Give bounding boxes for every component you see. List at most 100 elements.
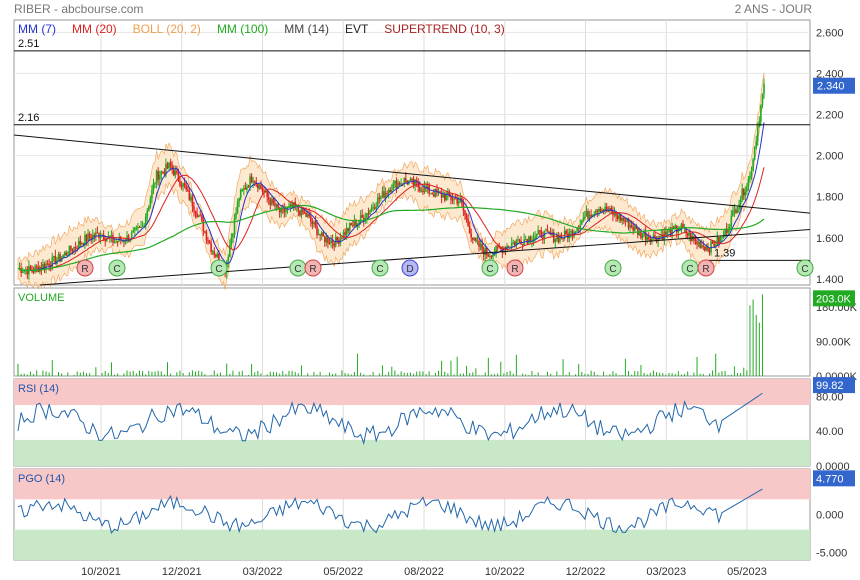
- rsi-overbought-zone: [14, 379, 810, 406]
- candle-body: [194, 210, 197, 214]
- candle-body: [439, 191, 441, 193]
- signal-marker-label: R: [309, 264, 316, 275]
- candle-body: [490, 255, 493, 258]
- candle-body: [102, 234, 105, 240]
- candle-body: [601, 209, 603, 213]
- candle-body: [239, 189, 242, 199]
- candle-body: [719, 237, 722, 244]
- signal-marker-label: C: [801, 264, 808, 275]
- signal-marker-label: C: [294, 264, 301, 275]
- candle-body: [227, 256, 230, 262]
- candle-body: [414, 180, 416, 186]
- candle-body: [741, 188, 743, 200]
- signal-marker: [481, 259, 499, 277]
- legend-entry: MM (100): [217, 22, 268, 36]
- candle-body: [580, 220, 583, 225]
- pgo-oversold-zone: [14, 529, 810, 560]
- candle-body: [400, 183, 402, 185]
- candle-body: [649, 238, 652, 242]
- candle-body: [274, 203, 276, 207]
- candle-body: [339, 238, 342, 244]
- candle-body: [559, 235, 561, 242]
- candle-body: [141, 225, 144, 228]
- candle-body: [157, 171, 159, 180]
- period-label: 2 ANS - JOUR: [734, 2, 812, 16]
- candle-body: [361, 215, 363, 218]
- candle-body: [358, 221, 360, 224]
- candle-body: [232, 233, 234, 238]
- candle-body: [62, 255, 64, 258]
- candle-body: [598, 209, 600, 212]
- candle-body: [317, 234, 320, 236]
- candle-body: [247, 186, 250, 188]
- candle-body: [696, 241, 698, 245]
- candle-body: [168, 162, 170, 169]
- candle-body: [392, 183, 395, 190]
- candle-body: [447, 192, 449, 195]
- candle-body: [429, 193, 432, 195]
- candle-body: [470, 233, 473, 238]
- candle-body: [23, 270, 26, 272]
- candle-body: [485, 247, 488, 255]
- candle-body: [496, 245, 499, 247]
- candle-body: [309, 215, 312, 222]
- candle-body: [403, 178, 406, 184]
- candle-body: [419, 187, 421, 192]
- candle-body: [91, 235, 94, 240]
- candle-body: [426, 185, 429, 189]
- candle-body: [292, 202, 295, 208]
- candle-body: [688, 232, 691, 236]
- candle-body: [453, 198, 455, 201]
- candle-body: [755, 140, 758, 148]
- candle-body: [397, 182, 399, 189]
- candle-body: [422, 190, 424, 193]
- candle-body: [305, 213, 307, 217]
- candle-body: [88, 233, 91, 238]
- candle-body: [492, 253, 494, 258]
- candle-body: [87, 233, 89, 241]
- candle-body: [646, 236, 648, 240]
- bollinger-band: [17, 72, 765, 290]
- candle-body: [445, 194, 448, 200]
- candle-body: [169, 162, 172, 166]
- candle-body: [196, 213, 198, 218]
- candle-body: [129, 238, 131, 242]
- candle-body: [521, 244, 524, 246]
- candle-body: [630, 225, 633, 228]
- candle-body: [283, 208, 286, 213]
- candle-body: [563, 230, 566, 238]
- candle-body: [183, 183, 186, 187]
- candle-body: [512, 242, 515, 244]
- candle-body: [604, 206, 606, 212]
- candle-body: [344, 232, 346, 235]
- candle-body: [95, 232, 97, 237]
- candle-body: [465, 215, 468, 219]
- candle-body: [658, 236, 661, 238]
- candle-body: [584, 216, 586, 219]
- candle-body: [367, 213, 370, 215]
- candle-body: [509, 246, 511, 248]
- candle-body: [260, 184, 262, 189]
- candle-body: [602, 209, 605, 212]
- candle-body: [250, 176, 253, 183]
- candle-body: [556, 236, 558, 240]
- candle-body: [707, 246, 709, 251]
- candle-body: [70, 245, 72, 251]
- candle-body: [677, 230, 680, 233]
- candle-body: [643, 232, 645, 235]
- candle-body: [110, 235, 113, 238]
- candle-body: [355, 220, 357, 227]
- candle-body: [454, 198, 457, 200]
- candle-body: [542, 237, 544, 239]
- candle-body: [214, 254, 217, 257]
- candle-body: [40, 267, 43, 270]
- candle-body: [733, 209, 736, 211]
- candle-body: [43, 263, 46, 269]
- rsi-line: [17, 392, 763, 446]
- candle-body: [529, 236, 532, 242]
- ma20-line: [17, 167, 765, 272]
- candle-body: [554, 239, 557, 242]
- chart-title: RIBER - abcbourse.com: [14, 2, 144, 16]
- candle-body: [686, 233, 689, 236]
- candle-body: [34, 266, 36, 273]
